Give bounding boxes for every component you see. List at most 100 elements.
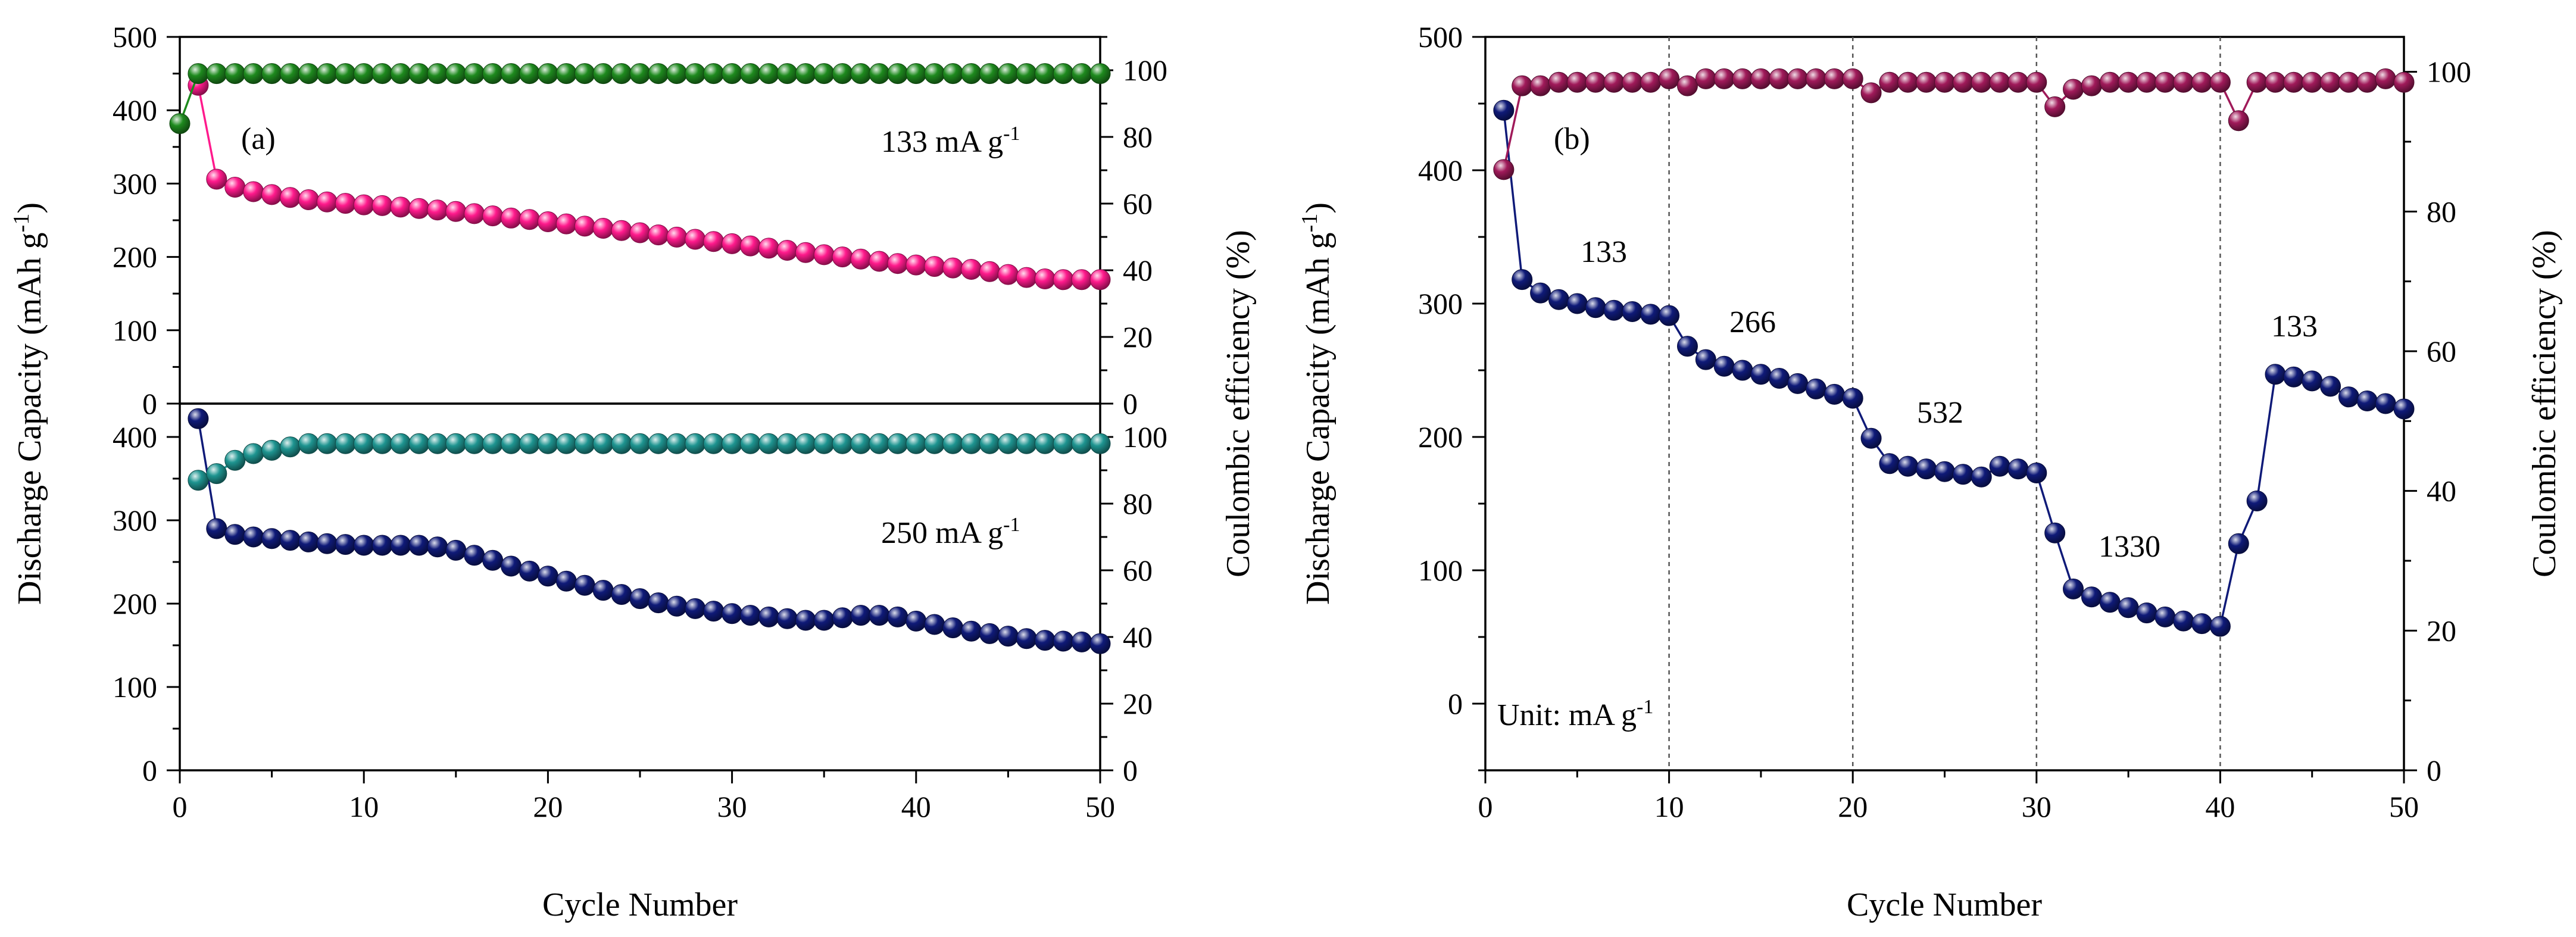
data-point	[2228, 533, 2249, 554]
data-point	[1530, 282, 1551, 304]
data-point	[298, 63, 319, 85]
data-point	[795, 433, 816, 454]
data-point	[316, 63, 338, 85]
data-point	[464, 433, 485, 454]
data-point	[740, 605, 761, 626]
data-point	[869, 433, 890, 454]
data-point	[261, 528, 283, 549]
data-point	[1512, 269, 1533, 291]
data-point	[1659, 68, 1680, 89]
panel-b-series	[1493, 68, 2415, 637]
data-point	[2081, 586, 2102, 608]
data-point	[243, 63, 264, 85]
data-point	[555, 63, 577, 85]
data-point	[942, 257, 964, 279]
data-point	[188, 63, 209, 85]
data-point	[1566, 293, 1588, 314]
data-point	[371, 63, 393, 85]
data-point	[648, 224, 669, 246]
data-point	[2099, 71, 2121, 93]
data-point	[2320, 71, 2341, 93]
data-point	[1034, 268, 1056, 290]
data-point	[224, 177, 246, 198]
data-point	[188, 470, 209, 491]
panel-a-bottom-frame	[179, 402, 1101, 772]
data-point	[2063, 578, 2084, 599]
rate-label-133-second: 133	[2271, 310, 2318, 343]
panel-a-x-title: Cycle Number	[542, 886, 738, 923]
data-point	[2007, 458, 2029, 480]
data-point	[2044, 96, 2066, 117]
data-point	[722, 603, 743, 624]
data-point	[2320, 376, 2341, 397]
data-point	[1585, 297, 1606, 318]
data-point	[1622, 301, 1643, 322]
data-point	[905, 610, 927, 632]
data-point	[224, 524, 246, 545]
data-point	[371, 535, 393, 556]
data-point	[1016, 63, 1037, 85]
data-point	[280, 63, 301, 85]
data-point	[169, 113, 191, 135]
data-point	[666, 595, 688, 617]
data-point	[2118, 71, 2139, 93]
y-left-tick-label: 200	[113, 241, 157, 274]
data-point	[1805, 378, 1826, 399]
data-point	[740, 63, 761, 85]
data-point	[1016, 433, 1037, 454]
data-point	[482, 205, 504, 227]
panel-b-unit-note: Unit: mA g-1	[1497, 696, 1653, 732]
data-point	[445, 201, 467, 222]
data-point	[2173, 71, 2194, 93]
data-point	[905, 63, 927, 85]
data-point	[1750, 68, 1772, 89]
y-left-tick-label: 400	[113, 93, 157, 127]
data-point	[850, 433, 872, 454]
y-left-tick-label: 200	[1418, 420, 1463, 454]
data-point	[1089, 63, 1111, 85]
y-left-tick-label: 300	[1418, 287, 1463, 320]
data-point	[776, 240, 798, 261]
data-point	[224, 63, 246, 85]
data-point	[1493, 99, 1515, 121]
data-point	[685, 433, 706, 454]
panel-a-bottom-rate-annotation: 250 mA g-1	[881, 514, 1020, 550]
data-point	[685, 229, 706, 250]
data-point	[574, 63, 595, 85]
x-tick-label: 20	[533, 790, 563, 823]
data-point	[592, 580, 614, 601]
data-point	[1952, 464, 1974, 485]
x-tick-label: 10	[349, 790, 379, 823]
panel-a-bottom-series	[188, 408, 1111, 654]
panel-b-label: (b)	[1554, 122, 1590, 156]
panel-a-y-right-title: Coulombic efficiency (%)	[1220, 230, 1257, 577]
data-point	[1989, 455, 2010, 477]
data-point	[1860, 82, 1882, 104]
panel-a-top-frame	[179, 36, 1101, 405]
data-point	[1842, 388, 1863, 409]
data-point	[942, 433, 964, 454]
data-point	[408, 433, 430, 454]
data-point	[1089, 433, 1111, 454]
y-right-tick-label: 20	[1123, 320, 1153, 354]
data-point	[427, 199, 448, 221]
y-left-tick-label: 300	[113, 167, 157, 200]
data-point	[482, 549, 504, 571]
data-point	[2283, 366, 2305, 388]
data-point	[2191, 71, 2213, 93]
data-point	[2283, 71, 2305, 93]
data-point	[2136, 602, 2157, 624]
x-tick-label: 50	[1085, 790, 1115, 823]
y-right-tick-label: 20	[2427, 614, 2456, 647]
data-point	[2155, 606, 2176, 627]
data-point	[758, 606, 779, 627]
data-point	[2228, 110, 2249, 132]
data-point	[1787, 68, 1809, 89]
data-point	[2393, 71, 2415, 93]
x-tick-label: 30	[717, 790, 747, 823]
data-point	[1603, 71, 1625, 93]
y-left-tick-label: 0	[1448, 687, 1463, 720]
data-point	[1676, 75, 1698, 96]
data-point	[685, 63, 706, 85]
data-point	[666, 63, 688, 85]
